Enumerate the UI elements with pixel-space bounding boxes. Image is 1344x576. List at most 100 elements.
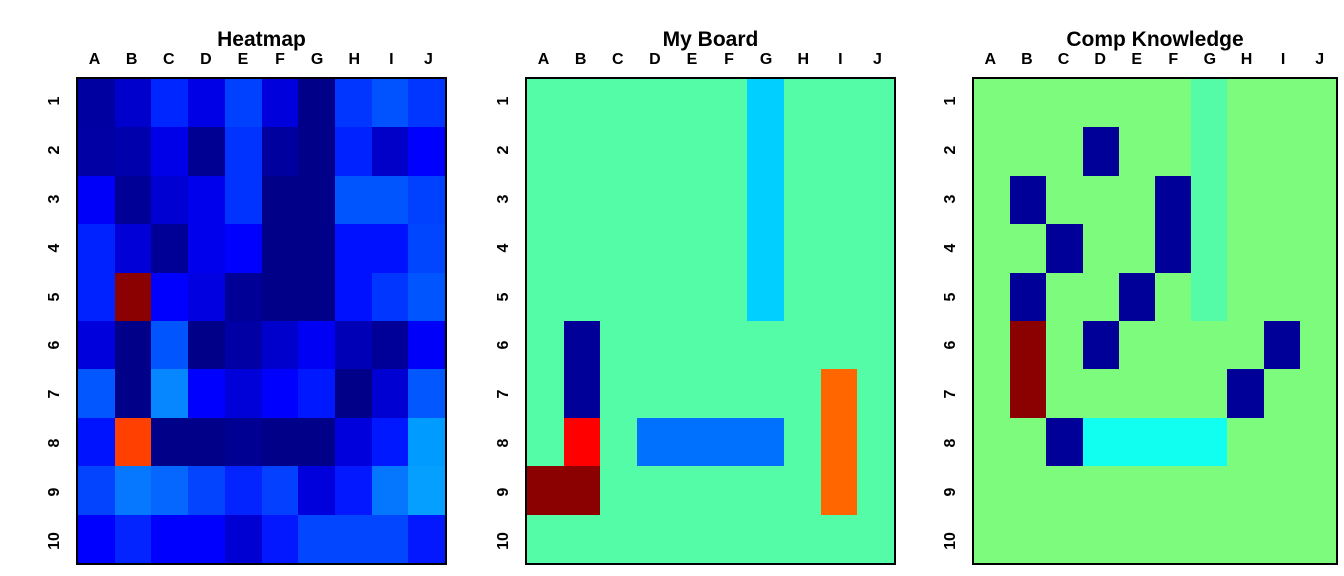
my-board-cell-I2 bbox=[820, 127, 858, 176]
comp-knowledge-cell-A5 bbox=[974, 272, 1011, 321]
comp-knowledge-cell-I5 bbox=[1263, 272, 1300, 321]
heatmap-cell-J9 bbox=[408, 466, 445, 515]
my-board-cell-I5 bbox=[820, 272, 858, 321]
heatmap-cell-A1 bbox=[78, 79, 115, 128]
comp-knowledge-cell-F1 bbox=[1155, 79, 1192, 128]
comp-knowledge-cell-J7 bbox=[1299, 369, 1336, 418]
my-board-cell-I7 bbox=[820, 369, 858, 418]
my-board-cell-F3 bbox=[710, 175, 748, 225]
heatmap-col-label-E: E bbox=[237, 51, 249, 68]
my-board-cell-A10 bbox=[527, 514, 564, 563]
heatmap-cell-F7 bbox=[261, 369, 299, 418]
heatmap-cell-D9 bbox=[188, 466, 225, 515]
heatmap-cell-H7 bbox=[334, 369, 372, 418]
heatmap-cell-H10 bbox=[334, 514, 372, 563]
heatmap-col-label-C: C bbox=[162, 51, 175, 68]
my-board-row-label-7: 7 bbox=[495, 389, 512, 399]
my-board-cell-E10 bbox=[673, 514, 711, 563]
comp-knowledge-cell-G9 bbox=[1191, 466, 1228, 515]
comp-knowledge-cell-H1 bbox=[1227, 79, 1264, 128]
comp-knowledge-cell-C8 bbox=[1046, 417, 1083, 467]
comp-knowledge-cell-D5 bbox=[1082, 272, 1119, 321]
heatmap-row-label-7: 7 bbox=[46, 389, 63, 399]
heatmap-cell-A6 bbox=[78, 321, 115, 370]
my-board-cell-E7 bbox=[673, 369, 711, 418]
comp-knowledge-cell-G8 bbox=[1191, 417, 1228, 467]
heatmap-col-label-D: D bbox=[200, 51, 212, 68]
heatmap-cell-H4 bbox=[334, 224, 372, 273]
comp-knowledge-cell-D1 bbox=[1082, 79, 1119, 128]
comp-knowledge-cell-J5 bbox=[1299, 272, 1336, 321]
comp-knowledge-cell-A8 bbox=[974, 417, 1011, 467]
heatmap-cell-F8 bbox=[261, 417, 299, 467]
my-board-cell-D5 bbox=[637, 272, 674, 321]
my-board-row-label-10: 10 bbox=[495, 531, 512, 550]
heatmap-cell-D10 bbox=[188, 514, 225, 563]
heatmap-cell-C8 bbox=[151, 417, 189, 467]
comp-knowledge-cell-D2 bbox=[1082, 127, 1119, 176]
comp-knowledge-cell-J3 bbox=[1299, 175, 1336, 225]
heatmap-cell-B4 bbox=[114, 224, 152, 273]
heatmap-col-label-H: H bbox=[348, 51, 361, 68]
heatmap-cell-H6 bbox=[334, 321, 372, 370]
heatmap-cell-G2 bbox=[298, 127, 335, 176]
my-board-cell-I6 bbox=[820, 321, 858, 370]
comp-knowledge-col-label-G: G bbox=[1203, 51, 1217, 68]
heatmap-cell-B5 bbox=[114, 272, 152, 321]
heatmap-cell-A2 bbox=[78, 127, 115, 176]
comp-knowledge-cell-C10 bbox=[1046, 514, 1083, 563]
comp-knowledge-cell-J1 bbox=[1299, 79, 1336, 128]
comp-knowledge-cell-B8 bbox=[1010, 417, 1047, 467]
heatmap-cell-C2 bbox=[151, 127, 189, 176]
heatmap-cell-A5 bbox=[78, 272, 115, 321]
heatmap-cell-I4 bbox=[371, 224, 409, 273]
heatmap-cell-H3 bbox=[334, 175, 372, 225]
my-board-cell-E4 bbox=[673, 224, 711, 273]
comp-knowledge-row-label-8: 8 bbox=[942, 438, 959, 448]
heatmap-row-label-2: 2 bbox=[46, 145, 63, 155]
my-board-cell-F4 bbox=[710, 224, 748, 273]
heatmap-cell-I1 bbox=[371, 79, 409, 128]
comp-knowledge-cell-B9 bbox=[1010, 466, 1047, 515]
heatmap-grid bbox=[76, 77, 447, 565]
my-board-cell-F7 bbox=[710, 369, 748, 418]
comp-knowledge-cell-I2 bbox=[1263, 127, 1300, 176]
comp-knowledge-cell-D9 bbox=[1082, 466, 1119, 515]
comp-knowledge-cell-C7 bbox=[1046, 369, 1083, 418]
my-board-cell-B2 bbox=[563, 127, 601, 176]
heatmap-cell-D2 bbox=[188, 127, 225, 176]
comp-knowledge-cell-F8 bbox=[1155, 417, 1192, 467]
heatmap-cell-E5 bbox=[224, 272, 262, 321]
comp-knowledge-cell-J2 bbox=[1299, 127, 1336, 176]
comp-knowledge-row-label-6: 6 bbox=[942, 340, 959, 350]
my-board-cell-A4 bbox=[527, 224, 564, 273]
my-board-cell-A2 bbox=[527, 127, 564, 176]
my-board-cell-J6 bbox=[857, 321, 894, 370]
my-board-cell-H6 bbox=[783, 321, 821, 370]
my-board-cell-C7 bbox=[600, 369, 638, 418]
my-board-cell-B1 bbox=[563, 79, 601, 128]
comp-knowledge-cell-E6 bbox=[1118, 321, 1155, 370]
heatmap-cell-E1 bbox=[224, 79, 262, 128]
comp-knowledge-cell-H4 bbox=[1227, 224, 1264, 273]
heatmap-col-label-B: B bbox=[125, 51, 138, 68]
heatmap-cell-G9 bbox=[298, 466, 335, 515]
heatmap-cell-D5 bbox=[188, 272, 225, 321]
my-board-cell-C4 bbox=[600, 224, 638, 273]
my-board-cell-I1 bbox=[820, 79, 858, 128]
heatmap-cell-I9 bbox=[371, 466, 409, 515]
heatmap-col-label-F: F bbox=[275, 51, 285, 68]
comp-knowledge-col-label-C: C bbox=[1057, 51, 1070, 68]
my-board-col-label-B: B bbox=[574, 51, 587, 68]
comp-knowledge-cell-I3 bbox=[1263, 175, 1300, 225]
my-board-cell-G7 bbox=[747, 369, 784, 418]
comp-knowledge-cell-C6 bbox=[1046, 321, 1083, 370]
my-board-cell-D2 bbox=[637, 127, 674, 176]
comp-knowledge-col-label-B: B bbox=[1021, 51, 1033, 68]
my-board-row-label-6: 6 bbox=[495, 340, 512, 350]
heatmap-col-label-A: A bbox=[88, 51, 101, 68]
my-board-cell-J7 bbox=[857, 369, 894, 418]
comp-knowledge-row-label-1: 1 bbox=[942, 96, 959, 106]
heatmap-cell-B9 bbox=[114, 466, 152, 515]
my-board-cell-B3 bbox=[563, 175, 601, 225]
